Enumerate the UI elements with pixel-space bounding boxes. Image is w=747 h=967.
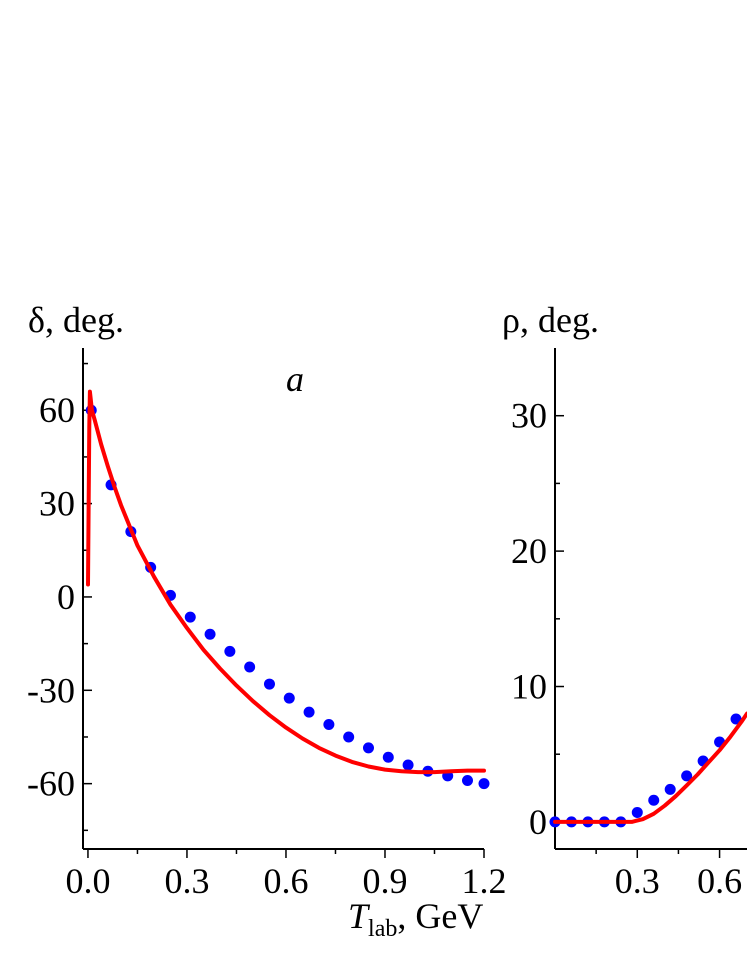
y-axis-label: ρ, deg. [502, 300, 599, 340]
data-point [343, 731, 355, 743]
plot-area [85, 389, 490, 790]
fit-curve [553, 711, 747, 824]
data-point [323, 719, 335, 731]
x-tick-label: 0.3 [615, 861, 660, 901]
x-tick-label: 0.3 [164, 861, 209, 901]
fit-curve [86, 389, 486, 775]
y-tick-label: -30 [27, 670, 75, 710]
data-point [204, 628, 216, 640]
panel-rho: 0 10 20 30 0.3 0.6 ρ, deg. [502, 300, 747, 901]
data-point [263, 678, 275, 690]
x-tick-label: 0.0 [65, 861, 110, 901]
y-tick-label: 10 [511, 667, 547, 707]
panel-delta: 60 30 0 -30 -60 0.0 0.3 0.6 0.9 1.2 δ, deg. Tlab, G… [27, 300, 507, 942]
x-tick-label: 0.6 [263, 861, 308, 901]
data-point [681, 770, 693, 782]
x-tick-label: 1.2 [462, 861, 507, 901]
data-point [184, 611, 196, 623]
y-tick-label: 0 [529, 802, 547, 842]
data-point [730, 713, 742, 725]
data-point [402, 759, 414, 771]
data-point [224, 645, 236, 657]
panel-label: a [286, 359, 304, 399]
data-point [648, 794, 660, 806]
y-tick-label: 30 [39, 484, 75, 524]
x-tick-label: 0.6 [697, 861, 742, 901]
plot-area [549, 711, 747, 828]
data-point [631, 806, 643, 818]
x-tick-label: 0.9 [362, 861, 407, 901]
data-point [362, 742, 374, 754]
y-tick-label: 0 [57, 577, 75, 617]
y-tick-label: -60 [27, 764, 75, 804]
y-axis-label: δ, deg. [28, 300, 124, 340]
data-point [461, 775, 473, 787]
data-point [283, 692, 295, 704]
data-point [382, 751, 394, 763]
data-point [478, 778, 490, 790]
y-tick-label: 20 [511, 531, 547, 571]
y-tick-label: 60 [39, 390, 75, 430]
data-point [664, 783, 676, 795]
x-axis-label: Tlab, GeV [348, 896, 483, 942]
data-point [303, 706, 315, 718]
y-tick-label: 30 [511, 396, 547, 436]
data-point [244, 661, 256, 673]
